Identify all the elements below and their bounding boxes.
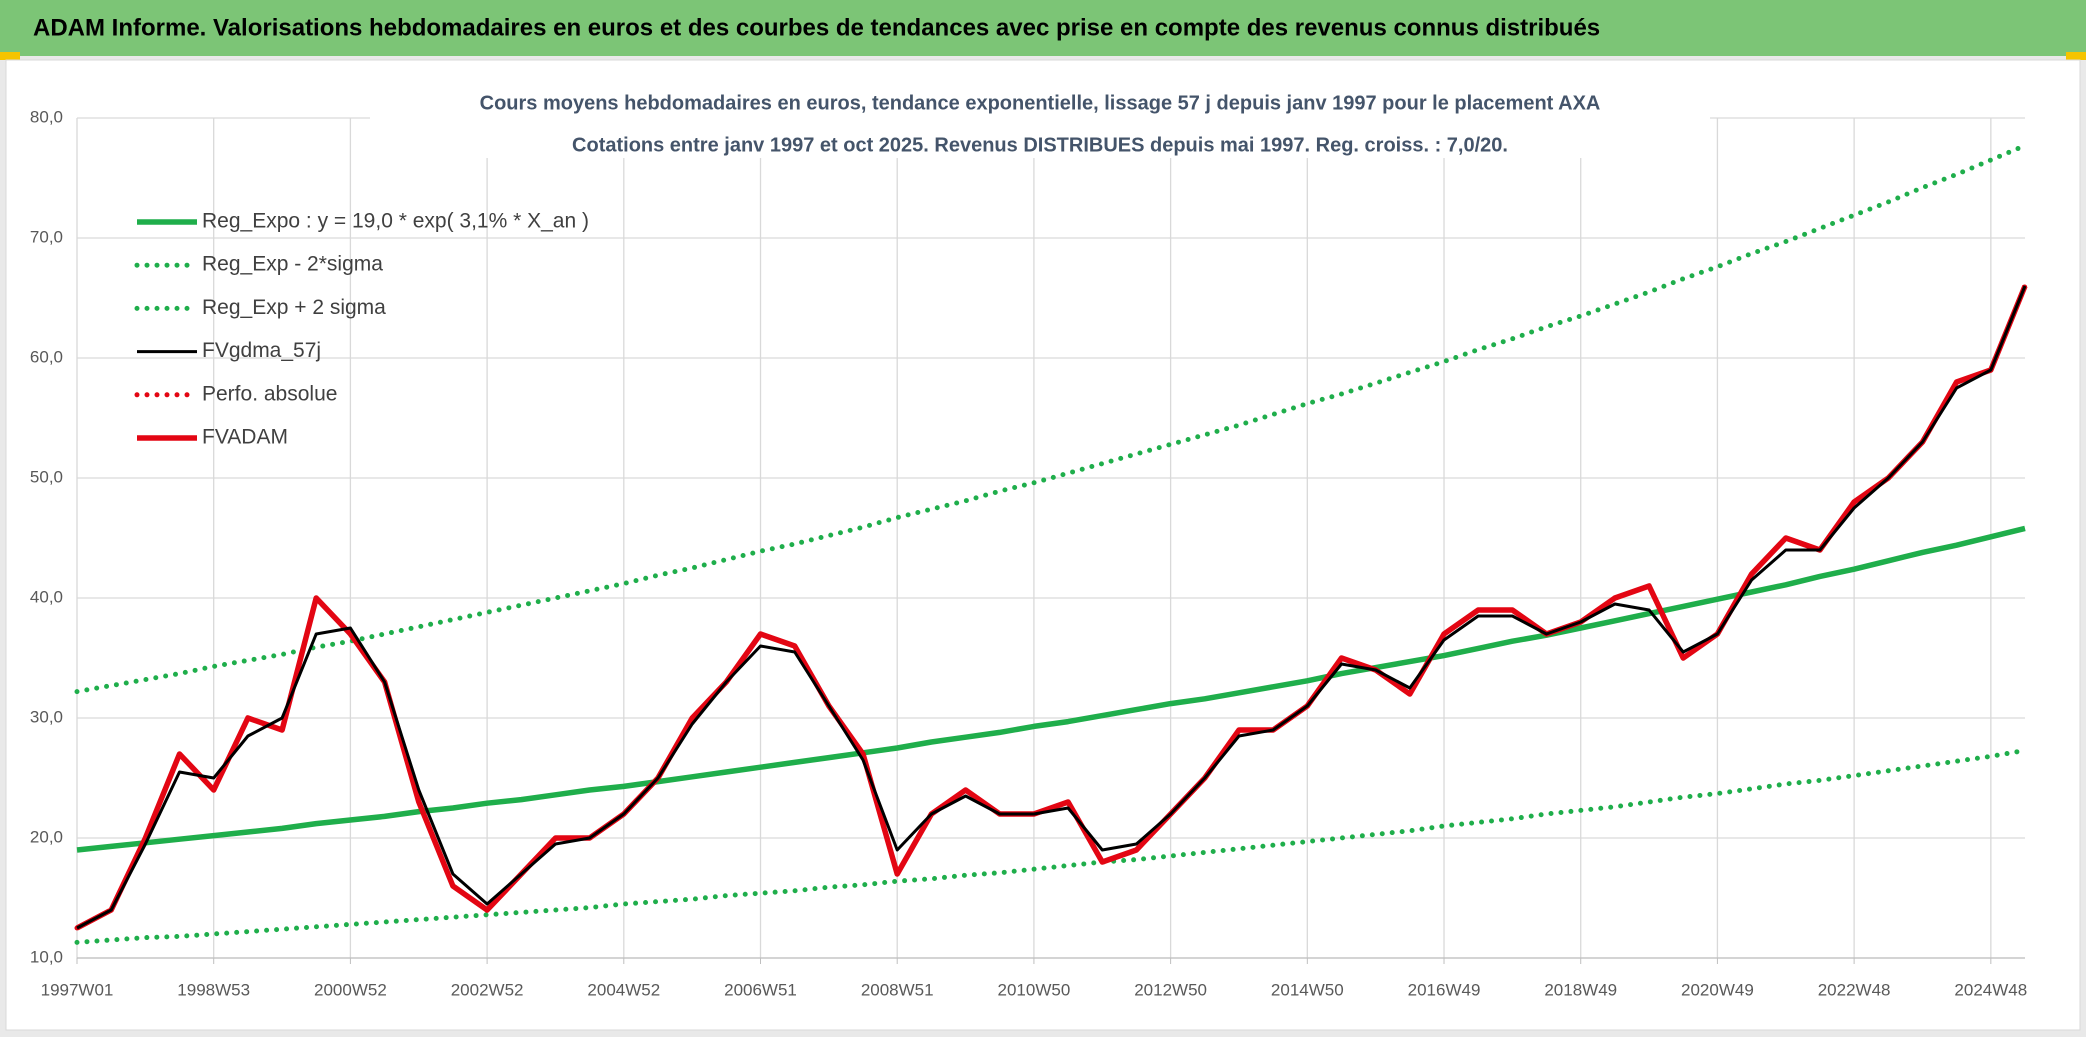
series-line xyxy=(74,747,2028,945)
corner-mark xyxy=(0,52,20,60)
x-tick-label: 2016W49 xyxy=(1408,980,1481,999)
x-tick-label: 2004W52 xyxy=(587,980,660,999)
y-tick-label: 30,0 xyxy=(30,707,63,726)
x-tick-label: 2012W50 xyxy=(1134,980,1207,999)
chart-title: Cours moyens hebdomadaires en euros, ten… xyxy=(480,92,1601,114)
y-tick-label: 80,0 xyxy=(30,107,63,126)
x-tick-label: 2024W48 xyxy=(1954,980,2027,999)
chart-subtitle: Cotations entre janv 1997 et oct 2025. R… xyxy=(572,134,1508,156)
y-tick-label: 40,0 xyxy=(30,587,63,606)
legend-label: FVgdma_57j xyxy=(202,339,321,362)
x-tick-label: 2022W48 xyxy=(1818,980,1891,999)
header-band xyxy=(0,0,2086,56)
x-tick-label: 2006W51 xyxy=(724,980,797,999)
y-tick-label: 10,0 xyxy=(30,947,63,966)
x-tick-label: 1998W53 xyxy=(177,980,250,999)
plot xyxy=(74,143,2028,945)
x-tick-label: 2020W49 xyxy=(1681,980,1754,999)
x-tick-label: 2002W52 xyxy=(451,980,524,999)
series-line xyxy=(75,284,2028,931)
series-line xyxy=(74,143,2028,695)
legend-label: FVADAM xyxy=(202,426,288,449)
header-title: ADAM Informe. Valorisations hebdomadaire… xyxy=(33,14,1600,41)
x-tick-label: 2008W51 xyxy=(861,980,934,999)
chart-area xyxy=(5,59,2081,1031)
legend: Reg_Expo : y = 19,0 * exp( 3,1% * X_an )… xyxy=(134,210,589,449)
x-tick-label: 2010W50 xyxy=(998,980,1071,999)
x-tick-label: 2014W50 xyxy=(1271,980,1344,999)
legend-label: Reg_Expo : y = 19,0 * exp( 3,1% * X_an ) xyxy=(202,210,589,233)
series-line xyxy=(76,525,2026,853)
y-tick-label: 70,0 xyxy=(30,227,63,246)
x-tick-label: 1997W01 xyxy=(41,980,114,999)
legend-label: Reg_Exp + 2 sigma xyxy=(202,296,386,319)
y-tick-label: 50,0 xyxy=(30,467,63,486)
y-tick-label: 20,0 xyxy=(30,827,63,846)
title-backdrop xyxy=(370,88,1710,158)
legend-label: Perfo. absolue xyxy=(202,382,337,405)
y-tick-label: 60,0 xyxy=(30,347,63,366)
x-tick-label: 2000W52 xyxy=(314,980,387,999)
x-tick-label: 2018W49 xyxy=(1544,980,1617,999)
legend-label: Reg_Exp - 2*sigma xyxy=(202,253,383,276)
corner-mark xyxy=(2066,52,2086,60)
series-line xyxy=(76,285,2027,930)
grid: 10,0 20,0 30,0 40,0 50,0 60,0 70,0 80,0 1997W01 1… xyxy=(30,107,2027,999)
